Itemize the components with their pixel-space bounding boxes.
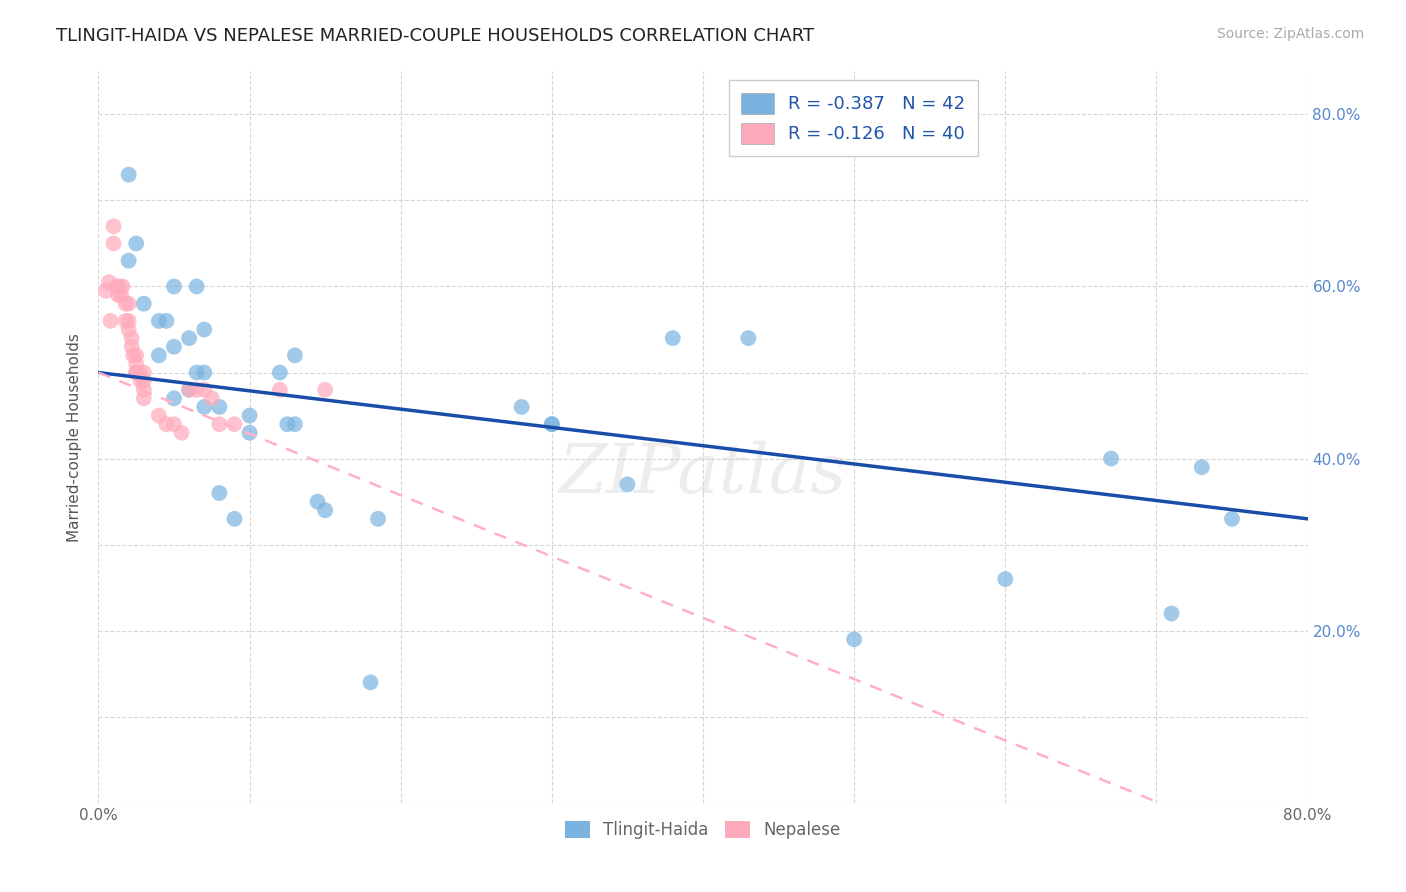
Point — [148, 409, 170, 423]
Point — [186, 383, 208, 397]
Point — [118, 322, 141, 336]
Point — [208, 417, 231, 432]
Point — [276, 417, 298, 432]
Point — [360, 675, 382, 690]
Point — [105, 279, 128, 293]
Point — [125, 348, 148, 362]
Point — [1099, 451, 1122, 466]
Point — [121, 340, 143, 354]
Point — [125, 357, 148, 371]
Point — [125, 366, 148, 380]
Point — [148, 314, 170, 328]
Point — [163, 279, 186, 293]
Point — [132, 296, 155, 310]
Point — [616, 477, 638, 491]
Point — [125, 236, 148, 251]
Point — [540, 417, 562, 432]
Point — [284, 348, 307, 362]
Point — [114, 296, 136, 310]
Point — [132, 383, 155, 397]
Point — [239, 425, 262, 440]
Point — [193, 400, 215, 414]
Point — [307, 494, 329, 508]
Point — [148, 348, 170, 362]
Point — [110, 288, 132, 302]
Point — [737, 331, 759, 345]
Point — [118, 296, 141, 310]
Point — [994, 572, 1017, 586]
Point — [107, 288, 129, 302]
Point — [201, 392, 224, 406]
Point — [193, 322, 215, 336]
Point — [103, 236, 125, 251]
Point — [1220, 512, 1243, 526]
Point — [108, 279, 131, 293]
Point — [193, 366, 215, 380]
Point — [128, 366, 150, 380]
Point — [118, 253, 141, 268]
Point — [94, 284, 117, 298]
Point — [170, 425, 193, 440]
Point — [844, 632, 866, 647]
Point — [314, 383, 336, 397]
Point — [239, 409, 262, 423]
Point — [163, 340, 186, 354]
Point — [125, 366, 148, 380]
Point — [132, 374, 155, 388]
Point — [1160, 607, 1182, 621]
Point — [114, 314, 136, 328]
Point — [98, 275, 121, 289]
Point — [284, 417, 307, 432]
Point — [1191, 460, 1213, 475]
Point — [163, 417, 186, 432]
Point — [661, 331, 683, 345]
Y-axis label: Married-couple Households: Married-couple Households — [67, 333, 83, 541]
Point — [224, 417, 246, 432]
Point — [179, 331, 201, 345]
Point — [208, 400, 231, 414]
Point — [193, 383, 215, 397]
Point — [510, 400, 533, 414]
Point — [129, 374, 152, 388]
Point — [540, 417, 562, 432]
Point — [179, 383, 201, 397]
Point — [186, 279, 208, 293]
Point — [111, 279, 134, 293]
Point — [155, 314, 177, 328]
Point — [122, 348, 145, 362]
Point — [367, 512, 389, 526]
Point — [121, 331, 143, 345]
Point — [269, 366, 291, 380]
Text: Source: ZipAtlas.com: Source: ZipAtlas.com — [1216, 27, 1364, 41]
Point — [179, 383, 201, 397]
Point — [155, 417, 177, 432]
Point — [224, 512, 246, 526]
Point — [118, 168, 141, 182]
Point — [163, 392, 186, 406]
Point — [100, 314, 122, 328]
Point — [103, 219, 125, 234]
Point — [269, 383, 291, 397]
Point — [314, 503, 336, 517]
Point — [132, 366, 155, 380]
Point — [132, 392, 155, 406]
Legend: Tlingit-Haida, Nepalese: Tlingit-Haida, Nepalese — [558, 814, 848, 846]
Point — [208, 486, 231, 500]
Point — [118, 314, 141, 328]
Text: ZIPatlas: ZIPatlas — [560, 441, 846, 507]
Point — [186, 366, 208, 380]
Text: TLINGIT-HAIDA VS NEPALESE MARRIED-COUPLE HOUSEHOLDS CORRELATION CHART: TLINGIT-HAIDA VS NEPALESE MARRIED-COUPLE… — [56, 27, 814, 45]
